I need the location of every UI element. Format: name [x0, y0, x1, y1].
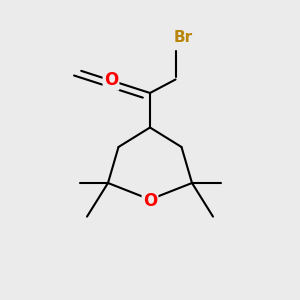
Text: O: O: [104, 71, 118, 89]
Text: O: O: [143, 192, 157, 210]
Text: Br: Br: [173, 30, 193, 45]
